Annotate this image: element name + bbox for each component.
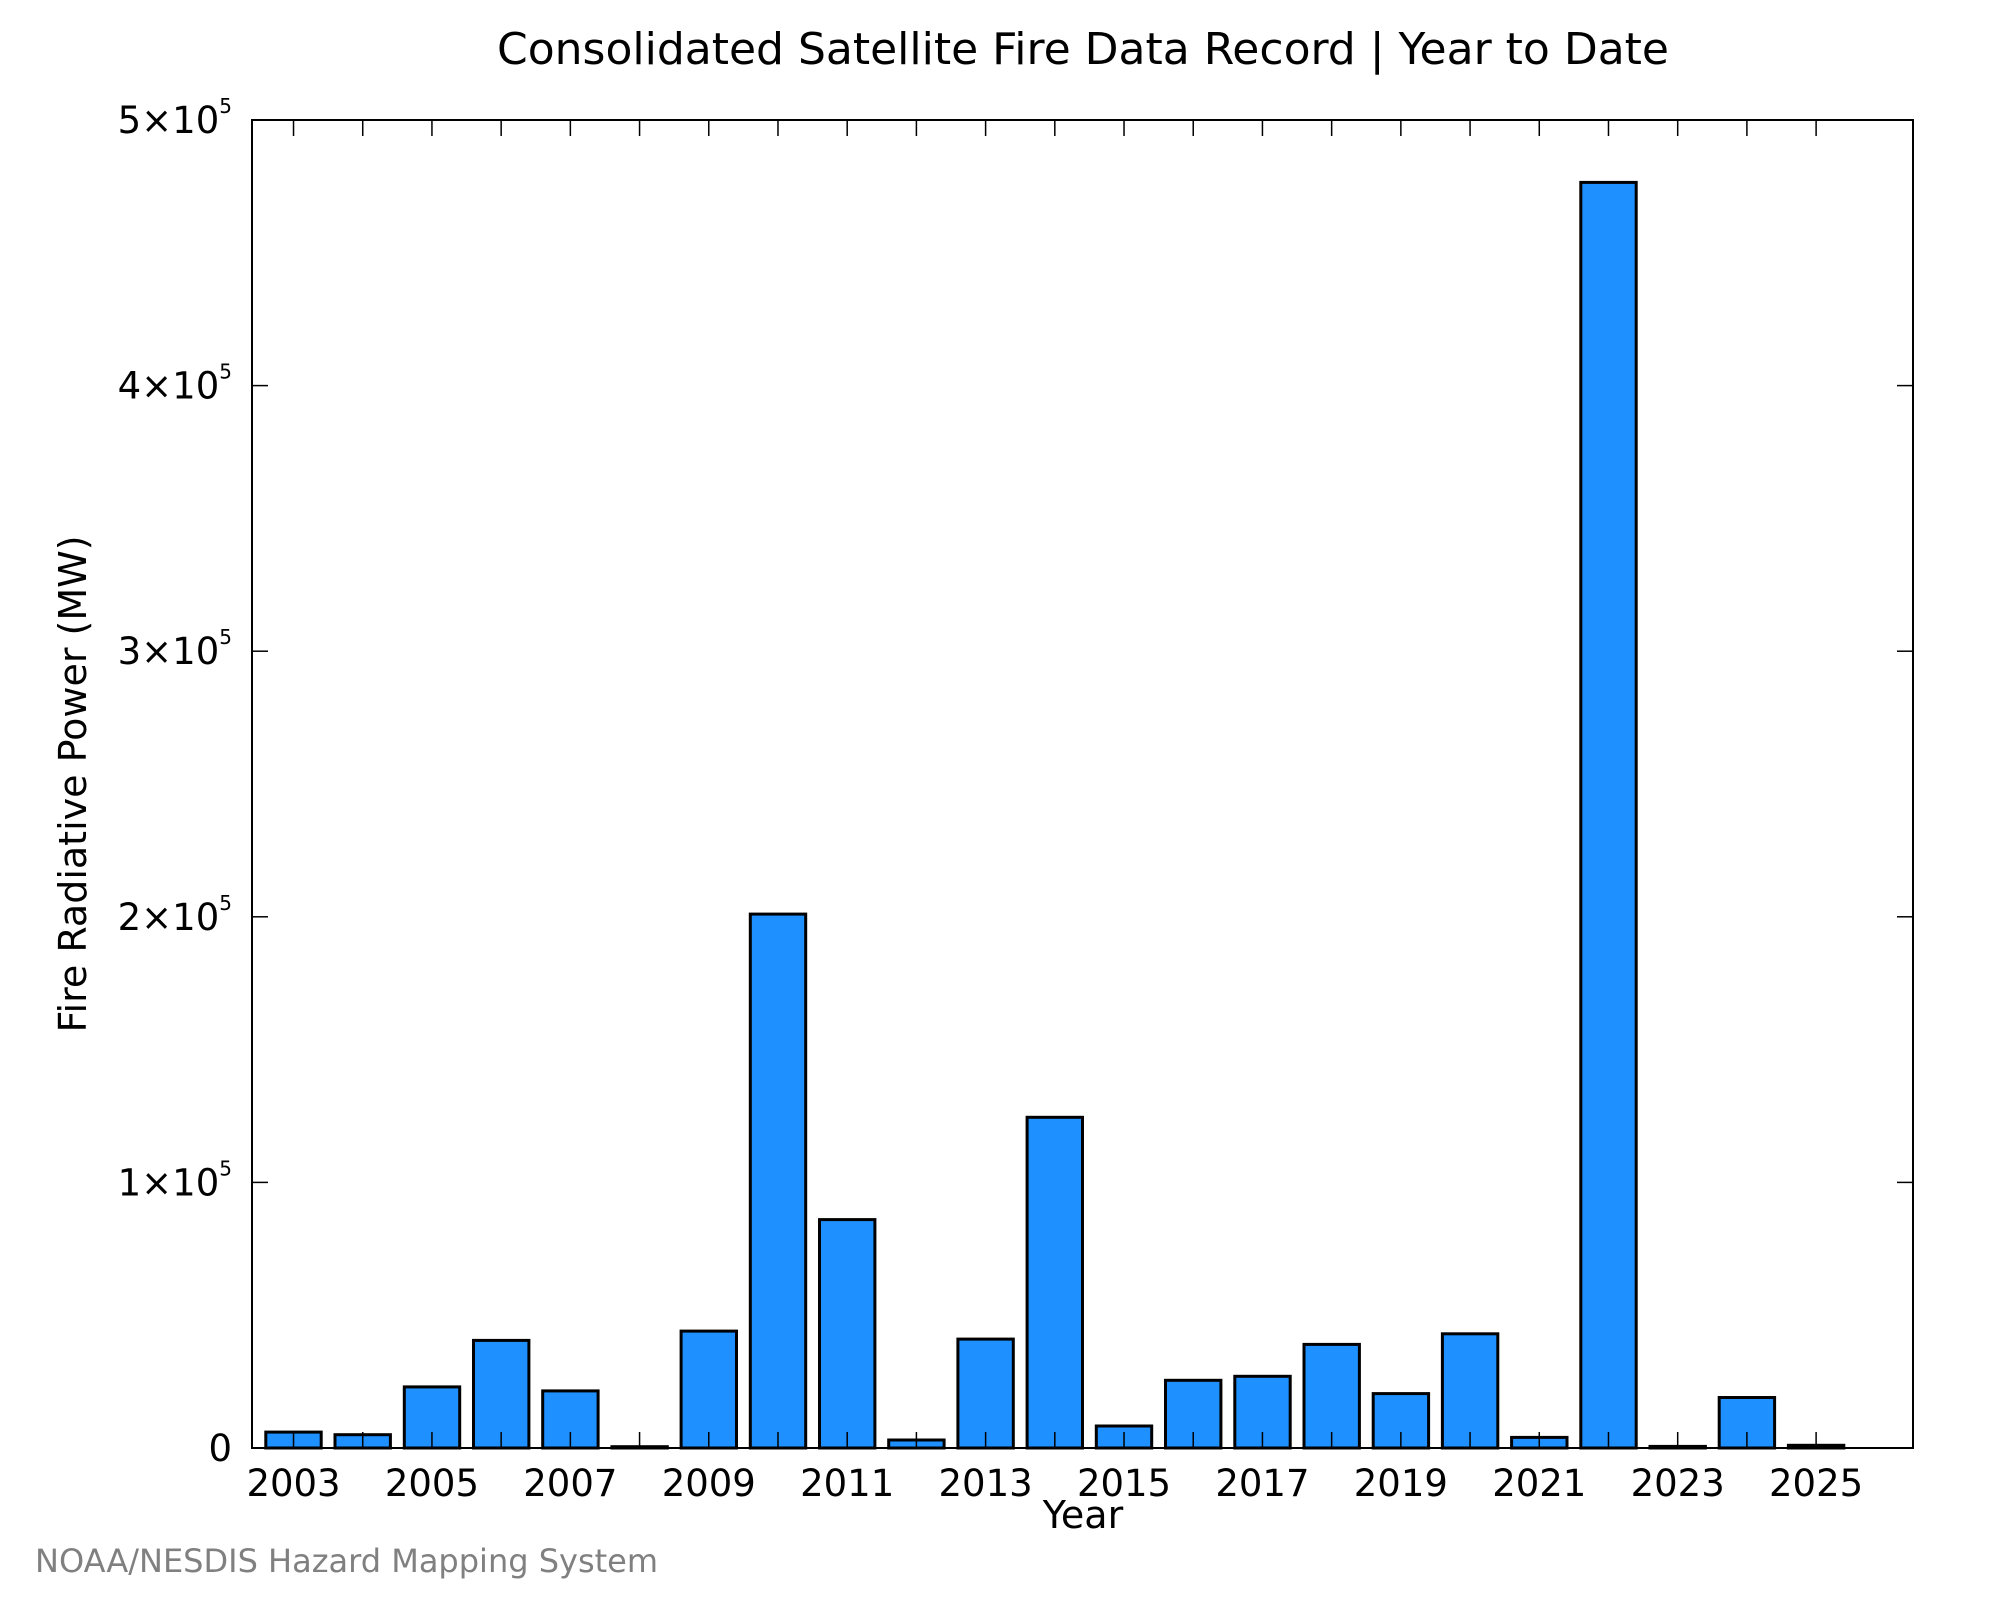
bar-2011 bbox=[818, 1218, 877, 1450]
x-tick-label: 2005 bbox=[385, 1462, 479, 1505]
bar-2010 bbox=[748, 912, 808, 1450]
y-tick-label: 4×105 bbox=[118, 360, 232, 408]
ticks-group bbox=[252, 119, 1913, 1449]
y-tick-label: 2×105 bbox=[118, 891, 232, 939]
x-tick-label: 2011 bbox=[800, 1462, 894, 1505]
bar-2009 bbox=[679, 1329, 738, 1450]
bar-2013 bbox=[956, 1337, 1015, 1450]
x-tick-label: 2015 bbox=[1077, 1462, 1171, 1505]
y-tick-labels: 0 1×105 2×105 3×105 4×105 5×105 bbox=[118, 94, 232, 1470]
bar-2020 bbox=[1440, 1332, 1500, 1450]
x-tick-label: 2007 bbox=[523, 1462, 617, 1505]
y-tick-label: 5×105 bbox=[118, 94, 232, 142]
x-tick-label: 2019 bbox=[1354, 1462, 1448, 1505]
y-tick-label: 0 bbox=[208, 1427, 232, 1470]
x-tick-label: 2003 bbox=[246, 1462, 340, 1505]
x-tick-label: 2017 bbox=[1215, 1462, 1309, 1505]
y-axis-label: Fire Radiative Power (MW) bbox=[51, 535, 95, 1032]
x-axis-label: Year bbox=[1042, 1493, 1124, 1537]
y-tick-label: 1×105 bbox=[118, 1156, 232, 1204]
x-tick-label: 2025 bbox=[1769, 1462, 1863, 1505]
x-tick-label: 2023 bbox=[1631, 1462, 1725, 1505]
x-tick-label: 2013 bbox=[939, 1462, 1033, 1505]
x-tick-label: 2021 bbox=[1492, 1462, 1586, 1505]
x-tick-labels: 2003 2005 2007 2009 2011 2013 2015 2017 2019 2021… bbox=[246, 1462, 1863, 1505]
chart-title: Consolidated Satellite Fire Data Record … bbox=[497, 24, 1669, 75]
x-tick-label: 2009 bbox=[662, 1462, 756, 1505]
bars-group bbox=[264, 180, 1846, 1450]
y-tick-label: 3×105 bbox=[118, 625, 232, 673]
bar-2014 bbox=[1025, 1115, 1084, 1450]
bar-2018 bbox=[1302, 1342, 1361, 1450]
bar-2022 bbox=[1579, 180, 1638, 1450]
credit-text: NOAA/NESDIS Hazard Mapping System bbox=[35, 1542, 658, 1580]
bar-2006 bbox=[472, 1338, 531, 1450]
plot-frame bbox=[251, 119, 1914, 1449]
